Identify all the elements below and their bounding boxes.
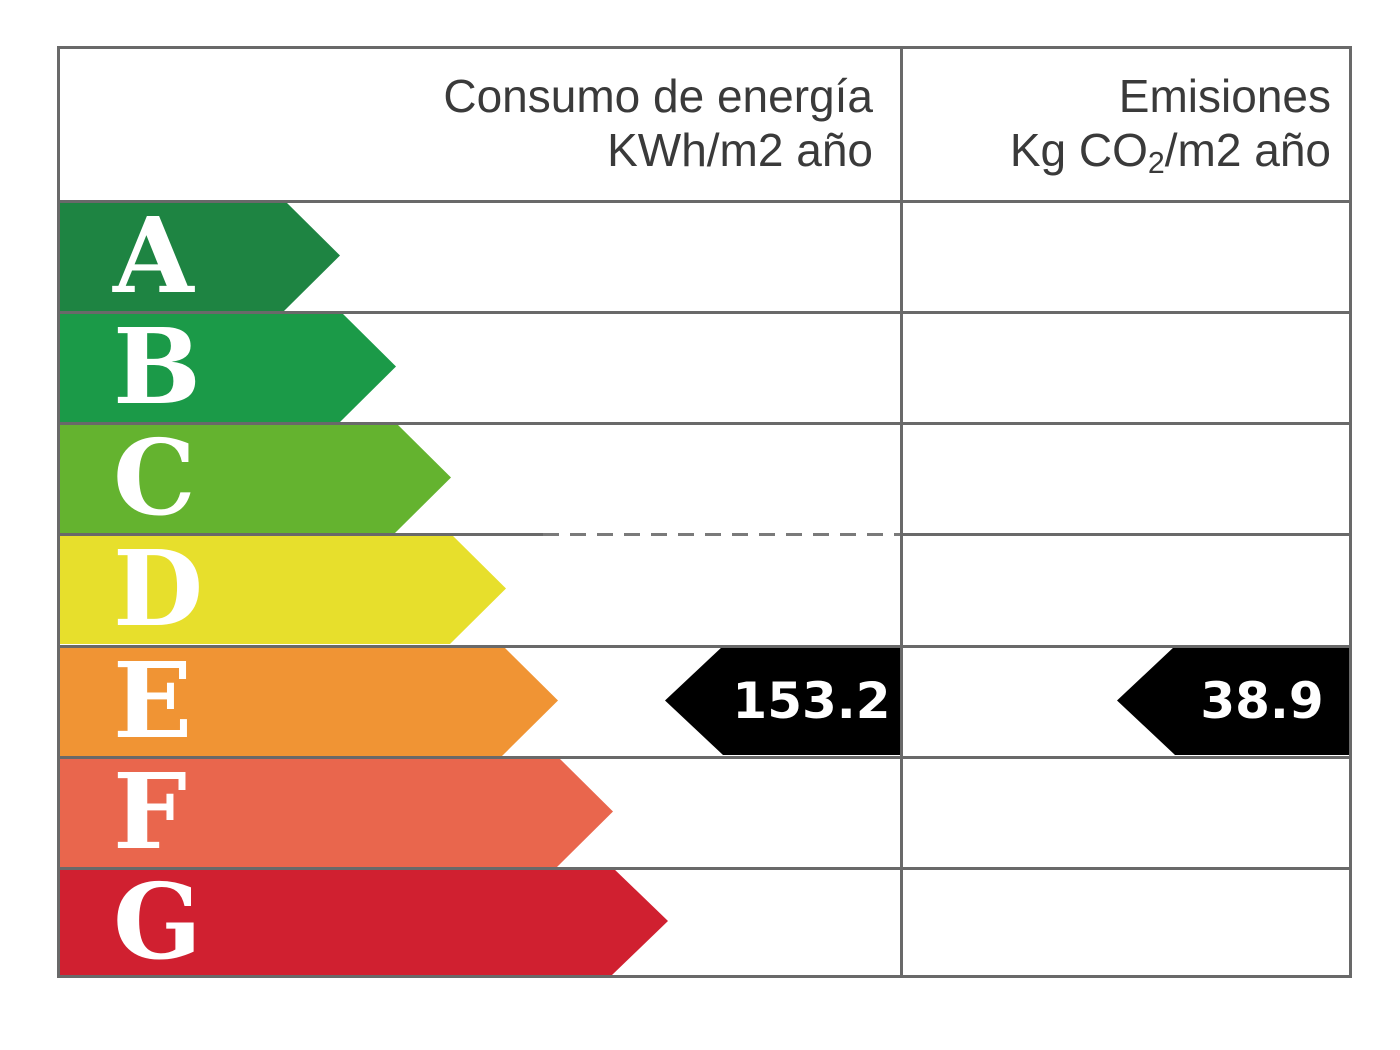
rating-bar-d: D: [60, 533, 506, 644]
rating-bar-f: F: [60, 756, 613, 867]
rating-letter-a: A: [113, 194, 194, 317]
rating-letter-g: G: [113, 859, 202, 983]
emissions-header-line1: Emisiones: [1118, 70, 1331, 122]
energy-column-header: Consumo de energía KWh/m2 año: [60, 69, 873, 177]
emissions-units-suffix: /m2 año: [1164, 124, 1331, 176]
rating-bar-a: A: [60, 200, 340, 311]
rating-bar-e: E: [60, 645, 558, 756]
gridline-c-d-dashed: [543, 533, 900, 536]
gridline-e-f: [60, 756, 1349, 759]
energy-value-arrow: 153.2: [665, 646, 900, 755]
rating-letter-f: F: [113, 750, 187, 873]
column-divider: [900, 49, 903, 975]
emissions-units-prefix: Kg CO: [1009, 124, 1148, 176]
gridline-f-g: [60, 867, 1349, 870]
energy-value: 153.2: [732, 671, 891, 730]
co2-subscript: 2: [1147, 146, 1165, 180]
gridline-header-bottom: [60, 200, 1349, 203]
gridline-c-d-solid-left: [60, 533, 543, 536]
energy-header-line1: Consumo de energía: [443, 70, 873, 122]
rating-bar-c: C: [60, 422, 451, 533]
rating-bar-b: B: [60, 311, 396, 422]
rating-letter-e: E: [113, 639, 193, 762]
rating-bar-g: G: [60, 867, 668, 975]
gridline-d-e: [60, 645, 1349, 648]
gridline-b-c: [60, 422, 1349, 425]
energy-rating-table: Consumo de energía KWh/m2 año Emisiones …: [57, 46, 1352, 978]
rating-letter-d: D: [113, 527, 204, 650]
emissions-value-arrow: 38.9: [1117, 646, 1349, 755]
rating-letter-b: B: [113, 305, 201, 428]
rating-letter-c: C: [113, 416, 196, 539]
energy-header-line2: KWh/m2 año: [607, 124, 873, 176]
emissions-header-line2: Kg CO2/m2 año: [903, 123, 1331, 184]
emissions-value: 38.9: [1200, 671, 1324, 730]
gridline-c-d-solid-right: [900, 533, 1349, 536]
emissions-column-header: Emisiones Kg CO2/m2 año: [903, 69, 1331, 184]
gridline-a-b: [60, 311, 1349, 314]
